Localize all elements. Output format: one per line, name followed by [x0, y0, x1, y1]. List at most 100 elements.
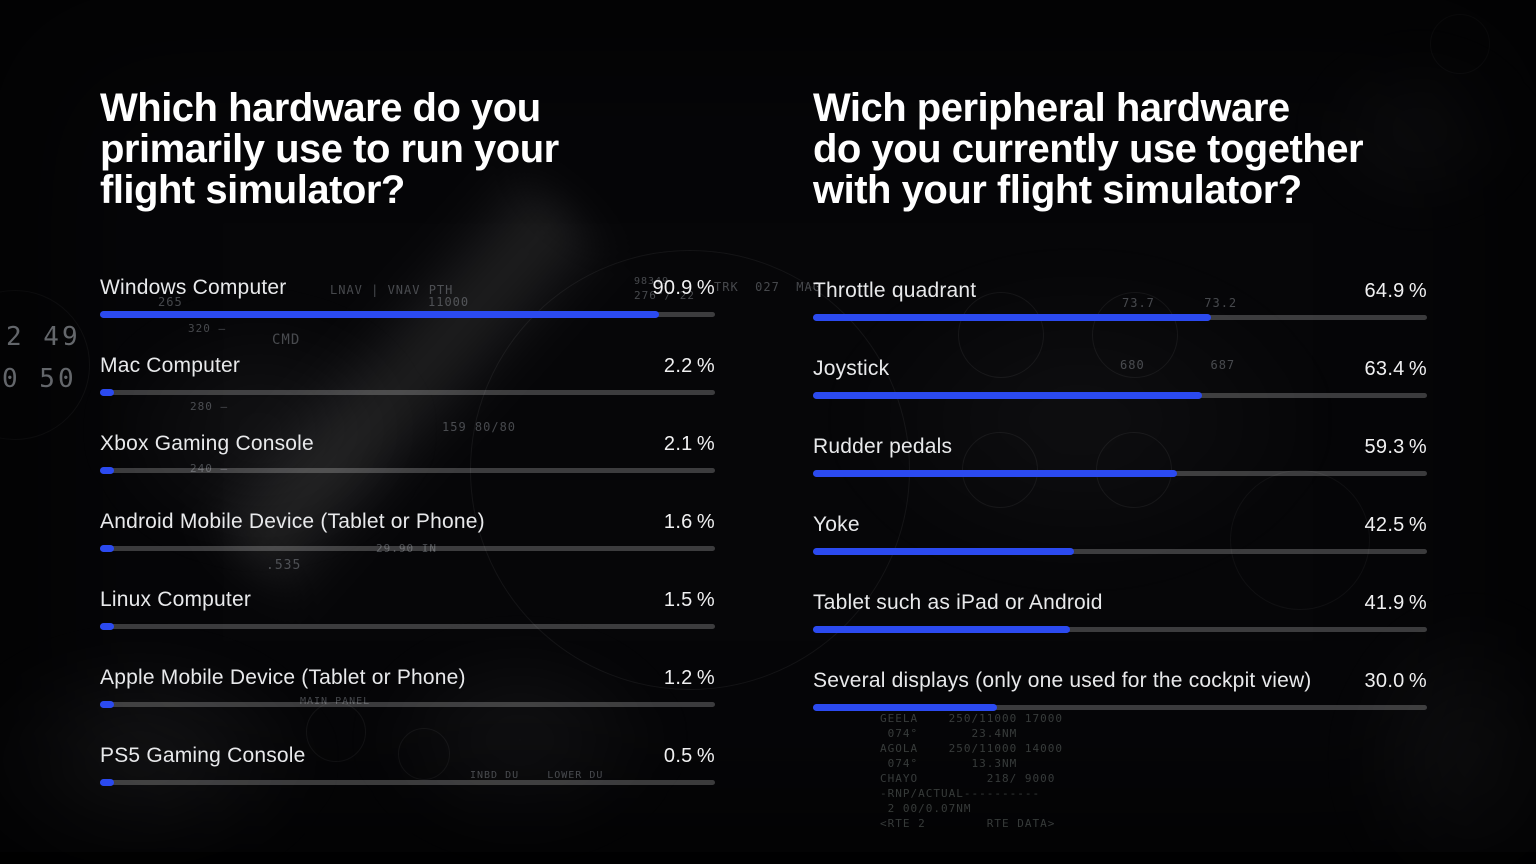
bar-value: 42.5 % [1364, 514, 1427, 536]
bar-row: Apple Mobile Device (Tablet or Phone) 1.… [100, 666, 715, 744]
bar-label: Xbox Gaming Console [100, 432, 314, 455]
bar-row: Yoke 42.5 % [813, 513, 1427, 591]
bar-fill [100, 779, 114, 786]
altitude-tape-mark: 280 — [190, 400, 229, 413]
bar-row: Mac Computer 2.2 % [100, 354, 715, 432]
cdu-text-line: <RTE 2 RTE DATA> [880, 817, 1056, 830]
bar-value: 63.4 % [1364, 358, 1427, 380]
glow-top-right [1300, 40, 1536, 220]
bar-fill [813, 548, 1074, 555]
bar-value: 1.6 % [663, 511, 715, 533]
bar-row: Tablet such as iPad or Android 41.9 % [813, 591, 1427, 669]
bar-fill [100, 311, 660, 318]
bar-track [813, 548, 1427, 555]
bar-fill [813, 314, 1212, 321]
bar-value: 64.9 % [1364, 280, 1427, 302]
bar-label: Several displays (only one used for the … [813, 669, 1312, 692]
bar-value: 2.1 % [663, 433, 715, 455]
bar-track [100, 311, 715, 318]
bar-row: Android Mobile Device (Tablet or Phone) … [100, 510, 715, 588]
bar-value: 59.3 % [1364, 436, 1427, 458]
chart-title: Wich peripheral hardware do you currentl… [813, 88, 1364, 212]
pfd-speed-readout: 265 [158, 295, 183, 309]
cdu-text-line: AGOLA 250/11000 14000 [880, 742, 1063, 755]
bar-fill [100, 701, 114, 708]
bar-track [813, 392, 1427, 399]
nd-wind-readout: 276°/ 22 [634, 289, 695, 302]
bar-track [813, 314, 1427, 321]
title-line: do you currently use together [813, 127, 1364, 171]
bar-value: 41.9 % [1364, 592, 1427, 614]
bar-label: Linux Computer [100, 588, 252, 611]
bar-label: Yoke [813, 513, 860, 536]
bar-fill [100, 623, 114, 630]
bar-fill [813, 470, 1178, 477]
bar-value: 90.9 % [652, 277, 715, 299]
pfd-cmd-annunciator: CMD [272, 332, 301, 348]
bar-label: PS5 Gaming Console [100, 744, 306, 767]
cdu-text-line: CHAYO 218/ 9000 [880, 772, 1056, 785]
cdu-text-line: 074° 23.4NM [880, 727, 1018, 740]
flaps-gauge-readout: 159 80/80 [442, 420, 517, 434]
bar-row: Throttle quadrant 64.9 % [813, 279, 1427, 357]
knob-ring [306, 702, 366, 762]
bar-value: 1.5 % [663, 589, 715, 611]
gauge-ring [1430, 14, 1490, 74]
bar-row: Joystick 63.4 % [813, 357, 1427, 435]
title-line: Which hardware do you [100, 86, 541, 130]
bar-fill [813, 704, 998, 711]
bar-row: Xbox Gaming Console 2.1 % [100, 432, 715, 510]
bar-fill [100, 545, 114, 552]
gauge-ring [1230, 470, 1370, 610]
title-line: with your flight simulator? [813, 168, 1302, 212]
bar-row: Several displays (only one used for the … [813, 669, 1427, 747]
title-line: primarily use to run your [100, 127, 559, 171]
bar-rows: Windows Computer 90.9 % Mac Computer 2.2… [100, 276, 715, 822]
glow-left [90, 300, 430, 560]
bar-label: Mac Computer [100, 354, 241, 377]
bar-label: Apple Mobile Device (Tablet or Phone) [100, 666, 466, 689]
bar-track [813, 704, 1427, 711]
bar-track [100, 545, 715, 552]
bar-label: Throttle quadrant [813, 279, 977, 302]
bar-value: 1.2 % [663, 667, 715, 689]
glow-bottom-left [0, 640, 330, 864]
cdu-text-line: GEELA 250/11000 17000 [880, 712, 1063, 725]
cdu-text-line: 074° 13.3NM [880, 757, 1018, 770]
bar-track [813, 626, 1427, 633]
title-line: flight simulator? [100, 168, 405, 212]
bar-fill [100, 467, 114, 474]
gauge-ring [1092, 292, 1178, 378]
pfd-fma-text: LNAV | VNAV PTH [330, 283, 454, 297]
bottom-bezel [0, 852, 1536, 864]
gauge-ring [958, 292, 1044, 378]
bar-label: Joystick [813, 357, 890, 380]
bar-fill [100, 389, 114, 396]
engine-gauge-readouts: 73.7 73.2 [1122, 296, 1238, 310]
bar-track [100, 779, 715, 786]
bar-track [100, 389, 715, 396]
bar-value: 30.0 % [1364, 670, 1427, 692]
knob-ring [398, 728, 450, 780]
bar-track [100, 623, 715, 630]
mach-readout: .535 [266, 558, 302, 573]
cdu-text-line: 2 00/0.07NM [880, 802, 972, 815]
pfd-altitude-readout: 11000 [428, 295, 470, 309]
bar-track [100, 701, 715, 708]
bar-label: Android Mobile Device (Tablet or Phone) [100, 510, 485, 533]
bar-row: PS5 Gaming Console 0.5 % [100, 744, 715, 822]
bar-row: Windows Computer 90.9 % [100, 276, 715, 354]
bar-row: Rudder pedals 59.3 % [813, 435, 1427, 513]
nd-track-readout: TRK 027 MAG [714, 280, 821, 294]
bar-track [100, 467, 715, 474]
bar-track [813, 470, 1427, 477]
bar-label: Windows Computer [100, 276, 287, 299]
bar-fill [813, 626, 1071, 633]
bar-value: 2.2 % [663, 355, 715, 377]
bar-label: Rudder pedals [813, 435, 953, 458]
bar-value: 0.5 % [663, 745, 715, 767]
altimeter-digits: 0 50 [2, 364, 77, 394]
baro-readout: 29.90 IN [376, 542, 437, 555]
